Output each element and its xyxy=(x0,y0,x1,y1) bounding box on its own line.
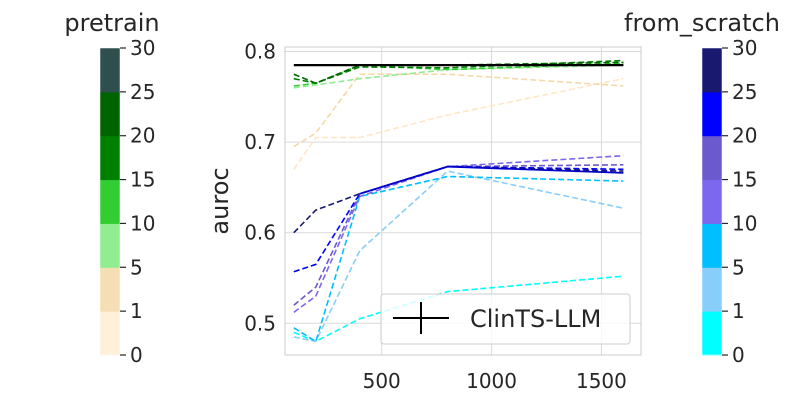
series-line-from-scratch-0 xyxy=(293,275,624,343)
legend: ClinTS-LLM xyxy=(380,293,631,345)
colorbar-segment xyxy=(100,179,120,224)
colorbar-segment xyxy=(702,48,722,93)
colorbar-tick-label: 5 xyxy=(732,255,745,279)
colorbar-frame xyxy=(99,47,121,356)
series-line-pretrain-5 xyxy=(293,64,624,89)
colorbar-segment xyxy=(702,91,722,137)
colorbar-tick-label: 5 xyxy=(130,255,143,279)
series-line-pretrain-0 xyxy=(293,77,624,170)
series-layer xyxy=(293,59,624,343)
colorbar-title: from_scratch xyxy=(624,9,780,37)
colorbar-tick-label: 10 xyxy=(732,211,757,235)
grid xyxy=(285,47,641,355)
colorbar-tick-label: 0 xyxy=(732,343,745,367)
colorbar-segment xyxy=(702,267,722,312)
colorbar-tick-label: 1 xyxy=(130,299,143,323)
legend-box xyxy=(380,293,631,345)
series-line-from-scratch-mean xyxy=(359,165,624,195)
plot-frame xyxy=(284,46,642,356)
y-tick-label: 0.5 xyxy=(244,311,276,335)
colorbar-segment xyxy=(100,135,120,181)
colorbar-segment xyxy=(100,91,120,137)
colorbar-tick-label: 1 xyxy=(732,299,745,323)
series-line-from-scratch-1 xyxy=(293,170,624,343)
colorbar-tick-label: 30 xyxy=(732,36,757,60)
x-tick-label: 500 xyxy=(363,369,401,393)
y-tick-label: 0.8 xyxy=(244,40,276,64)
colorbar-segment xyxy=(100,223,120,268)
colorbar-segment xyxy=(100,311,120,356)
colorbar-tick-label: 25 xyxy=(130,80,155,104)
colorbar-tick-label: 20 xyxy=(130,124,155,148)
y-axis-ticks: 0.5 0.6 0.7 0.8 xyxy=(244,40,276,336)
colorbar-tick-label: 20 xyxy=(732,124,757,148)
colorbar-segment xyxy=(100,267,120,312)
series-line-from-scratch-5 xyxy=(293,175,624,343)
series-line-from-scratch-10 xyxy=(293,154,624,314)
x-axis-ticks: 500 1000 1500 xyxy=(363,369,627,393)
legend-entry-label: ClinTS-LLM xyxy=(470,305,601,333)
series-line-pretrain-1 xyxy=(293,73,624,148)
colorbar-segment xyxy=(702,135,722,181)
x-tick-label: 1000 xyxy=(466,369,517,393)
colorbar-title: pretrain xyxy=(64,9,159,37)
y-axis-label: auroc xyxy=(206,167,234,234)
colorbar-frame xyxy=(701,47,723,356)
colorbar-tick-label: 15 xyxy=(732,168,757,192)
y-tick-label: 0.7 xyxy=(244,130,276,154)
x-tick-label: 1500 xyxy=(576,369,627,393)
colorbar-tick-label: 10 xyxy=(130,211,155,235)
plot-area: 500 1000 1500 0.5 0.6 0.7 0.8 auroc ClinTS-LL… xyxy=(206,40,642,393)
colorbar-segment xyxy=(702,179,722,224)
series-line-pretrain-15 xyxy=(293,59,624,85)
colorbar-segment xyxy=(702,311,722,356)
colorbar-tick-label: 25 xyxy=(732,80,757,104)
colorbar-tick-label: 15 xyxy=(130,168,155,192)
y-tick-label: 0.6 xyxy=(244,221,276,245)
colorbar-segment xyxy=(100,48,120,93)
colorbar-tick-label: 30 xyxy=(130,36,155,60)
series-line-pretrain-10 xyxy=(293,62,624,87)
colorbar-tick-label: 0 xyxy=(130,343,143,367)
colorbar-segment xyxy=(702,223,722,268)
